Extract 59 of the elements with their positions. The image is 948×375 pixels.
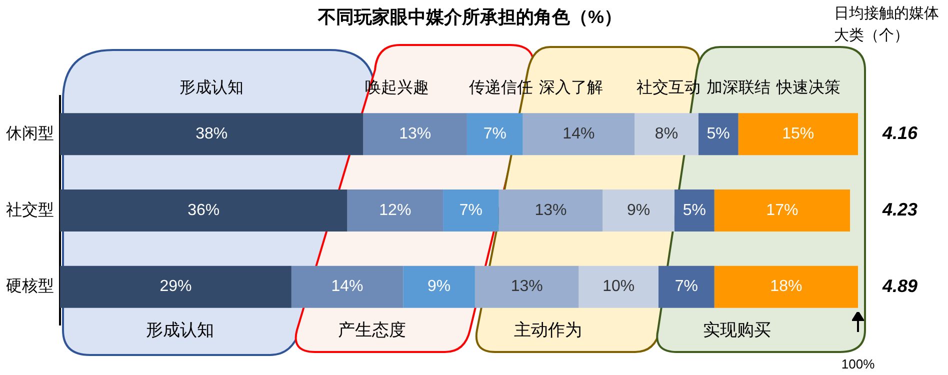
bar: [714, 190, 850, 232]
bar: [291, 266, 404, 308]
series-label: 加深联结: [706, 78, 771, 97]
series-label: 形成认知: [180, 78, 244, 97]
bar: [698, 113, 738, 156]
data-label: 13%: [510, 278, 543, 296]
y-tick-label: 硬核型: [6, 277, 54, 296]
data-label: 13%: [534, 202, 567, 219]
data-label: 10%: [602, 278, 635, 296]
text: 4.23: [881, 199, 918, 220]
bar: [522, 113, 635, 156]
y-tick-label: 休闲型: [6, 124, 54, 143]
text: 日均接触的媒体大类（个）: [834, 5, 939, 44]
bar: [578, 266, 658, 308]
annotation: 形成认知: [146, 320, 214, 340]
data-label: 7%: [483, 126, 506, 143]
data-label: 9%: [427, 278, 451, 296]
bar: [443, 190, 499, 232]
bar: [60, 190, 348, 232]
bar: [60, 113, 364, 156]
chart-title: 不同玩家眼中媒介所承担的角色（%）: [316, 6, 622, 27]
bar: [738, 113, 858, 156]
data-label: 8%: [654, 126, 678, 143]
bar: [498, 190, 603, 232]
bar: [714, 266, 858, 308]
data-label: 17%: [766, 202, 798, 219]
annotation: 主动作为: [514, 320, 582, 340]
data-label: 29%: [160, 278, 192, 296]
bar: [634, 113, 698, 156]
bar: [474, 266, 579, 308]
bar: [658, 266, 714, 308]
data-label: 5%: [682, 202, 706, 219]
text: 4.16: [881, 123, 918, 144]
series-label: 快速决策: [776, 78, 841, 97]
data-label: 18%: [770, 278, 802, 296]
data-label: 7%: [459, 202, 483, 219]
bar: [602, 190, 674, 232]
data-label: 9%: [626, 202, 650, 219]
text: 4.89: [881, 276, 918, 296]
bar: [466, 113, 523, 156]
bar: [674, 190, 714, 232]
bar: [403, 266, 475, 308]
data-label: 14%: [331, 278, 364, 296]
y-tick-label: 社交型: [6, 200, 54, 219]
series-label: 深入了解: [538, 78, 603, 97]
annotation: 实现购买: [703, 320, 771, 340]
text: 100%: [841, 356, 876, 372]
data-label: 5%: [706, 126, 730, 143]
data-label: 12%: [379, 202, 412, 219]
data-label: 14%: [562, 126, 595, 143]
bar: [363, 113, 467, 156]
data-label: 15%: [782, 126, 814, 143]
data-label: 7%: [674, 278, 698, 296]
data-label: 38%: [196, 126, 228, 143]
annotation: 产生态度: [338, 320, 406, 340]
bar: [347, 190, 444, 232]
bar: [60, 266, 292, 308]
data-label: 36%: [188, 202, 220, 219]
data-label: 13%: [399, 126, 432, 143]
